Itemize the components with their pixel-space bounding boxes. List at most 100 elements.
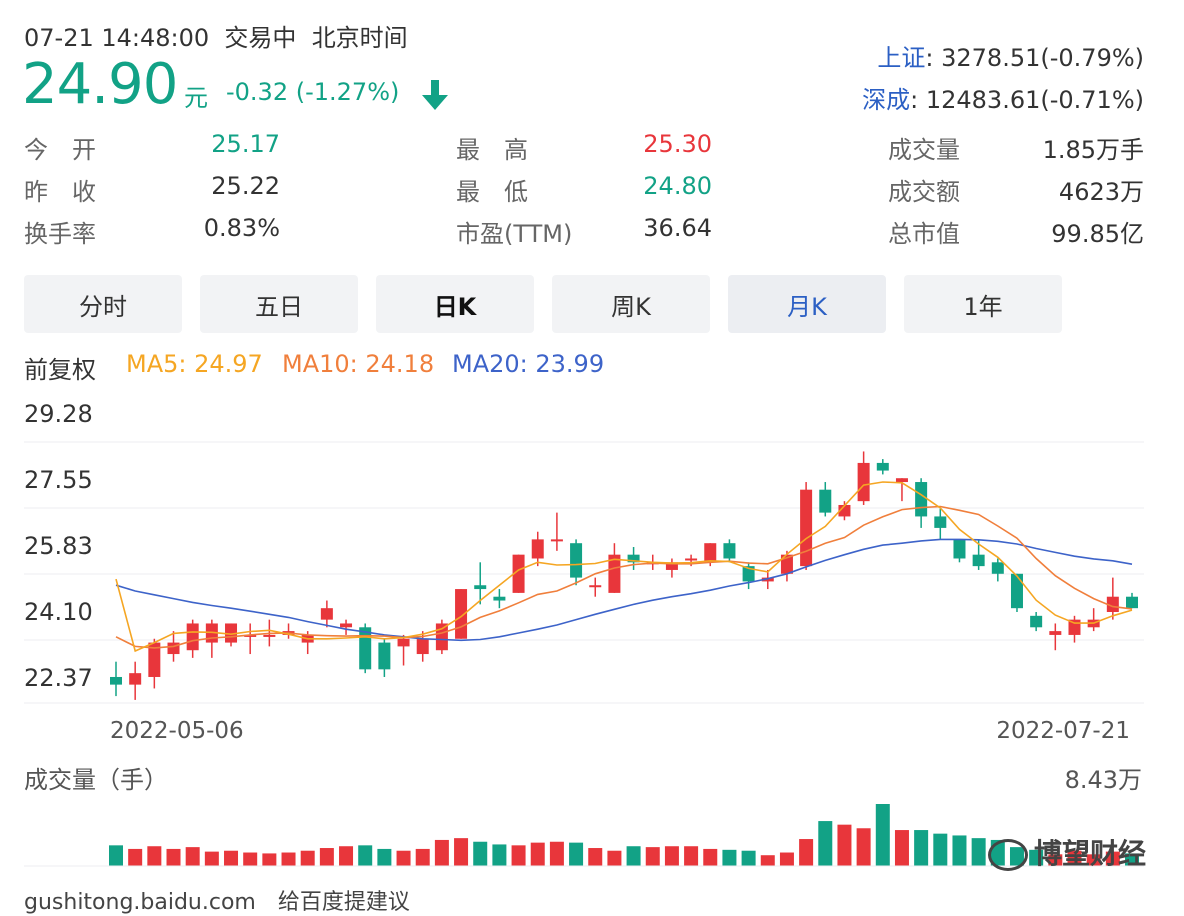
candle-body [397, 638, 410, 647]
index-shanghai[interactable]: 上证: 3278.51(-0.79%) [877, 44, 1144, 72]
candle-body [1049, 631, 1062, 635]
low-value: 24.80 [643, 172, 712, 200]
current-price: 24.90 [22, 52, 178, 117]
volume-bar [204, 851, 219, 866]
wechat-icon [987, 839, 1028, 871]
candle-body [915, 482, 928, 517]
volume-max-label: 8.43万 [1065, 766, 1142, 794]
turnover-label: 换手率 [24, 220, 96, 248]
index-shenzhen[interactable]: 深成: 12483.61(-0.71%) [862, 86, 1144, 114]
prev-close-value: 25.22 [211, 172, 280, 200]
volume-bar [626, 846, 641, 866]
volume-bar [530, 842, 545, 866]
ma5-legend: MA5: 24.97 [126, 350, 263, 378]
volume-bar [358, 845, 373, 866]
ma10-legend: MA10: 24.18 [282, 350, 435, 378]
tab-one-year[interactable]: 1年 [904, 275, 1062, 333]
candle-body [953, 539, 966, 559]
candle-body [110, 676, 122, 685]
prev-close-label: 昨 收 [24, 178, 96, 206]
volume-bar [856, 828, 871, 866]
y-tick-label: 27.55 [24, 466, 93, 494]
volume-bar [454, 838, 469, 866]
candle-body [244, 634, 257, 637]
candle-body [800, 489, 813, 567]
volume-bar [1086, 854, 1101, 866]
volume-label: 成交量 [888, 136, 960, 164]
candle-body [934, 516, 947, 528]
candle-body [263, 634, 276, 637]
footer-link[interactable]: gushitong.baidu.com 给百度提建议 [24, 890, 410, 915]
trading-status: 交易中 [224, 24, 297, 52]
volume-bar [243, 852, 258, 866]
candle-body [742, 566, 755, 582]
tab-five-day[interactable]: 五日 [200, 275, 358, 333]
volume-bar [1067, 850, 1082, 866]
candle-body [435, 623, 448, 651]
volume-bar [971, 838, 986, 866]
ma5-line [115, 481, 1133, 653]
candle-body [167, 642, 180, 655]
tab-intraday[interactable]: 分时 [24, 275, 182, 333]
candle-body [685, 558, 698, 561]
candle-body [186, 623, 199, 651]
volume-bar [511, 845, 526, 866]
down-arrow-icon [422, 80, 448, 110]
tab-weekly-k[interactable]: 周K [552, 275, 710, 333]
volume-bar [588, 848, 603, 866]
tab-monthly-k[interactable]: 月K [728, 275, 886, 333]
volume-bar [875, 804, 890, 866]
volume-bar [185, 847, 200, 866]
volume-bar [837, 824, 852, 866]
candle-body [857, 462, 870, 502]
ma20-line [115, 538, 1133, 642]
candle-body [876, 462, 889, 471]
volume-bar [339, 846, 354, 866]
volume-bar [281, 852, 296, 866]
candle-body [570, 543, 583, 578]
volume-bar [377, 848, 392, 866]
high-value: 25.30 [643, 130, 712, 158]
candle-body [895, 478, 908, 483]
volume-bar [1125, 853, 1139, 866]
volume-bar [664, 846, 679, 866]
y-tick-label: 22.37 [24, 664, 93, 692]
candle-body [225, 623, 238, 643]
candle-body [704, 543, 717, 563]
volume-bar [1048, 854, 1063, 866]
candle-body [838, 504, 851, 517]
candle-body [359, 627, 372, 670]
candle-body [531, 539, 544, 559]
candle-body [608, 554, 621, 593]
candle-body [416, 638, 429, 655]
volume-value: 1.85万手 [1042, 136, 1144, 164]
volume-bar [645, 847, 660, 866]
ma20-legend: MA20: 23.99 [452, 350, 605, 378]
volume-bar [415, 848, 430, 866]
volume-title: 成交量（手） [24, 766, 168, 794]
volume-bar [1029, 849, 1044, 866]
candle-body [627, 554, 640, 563]
candle-body [455, 589, 468, 639]
x-start-label: 2022-05-06 [110, 718, 244, 744]
candle-body [550, 539, 563, 542]
volume-bar [396, 850, 411, 866]
open-label: 今 开 [24, 136, 96, 164]
volume-bar [818, 821, 833, 866]
volume-bar [1105, 851, 1120, 866]
volume-bar [933, 833, 948, 866]
volume-bar [224, 850, 239, 866]
high-label: 最 高 [456, 136, 528, 164]
x-end-label: 2022-07-21 [996, 718, 1130, 744]
volume-bar [684, 846, 699, 866]
adjust-mode[interactable]: 前复权 [24, 356, 96, 384]
volume-bar [473, 841, 488, 866]
volume-bar [703, 848, 718, 866]
volume-bar [549, 841, 564, 866]
tab-daily-k[interactable]: 日K [376, 275, 534, 333]
low-label: 最 低 [456, 178, 528, 206]
amount-value: 4623万 [1058, 178, 1144, 206]
candle-body [340, 623, 353, 628]
volume-bar [147, 846, 162, 866]
